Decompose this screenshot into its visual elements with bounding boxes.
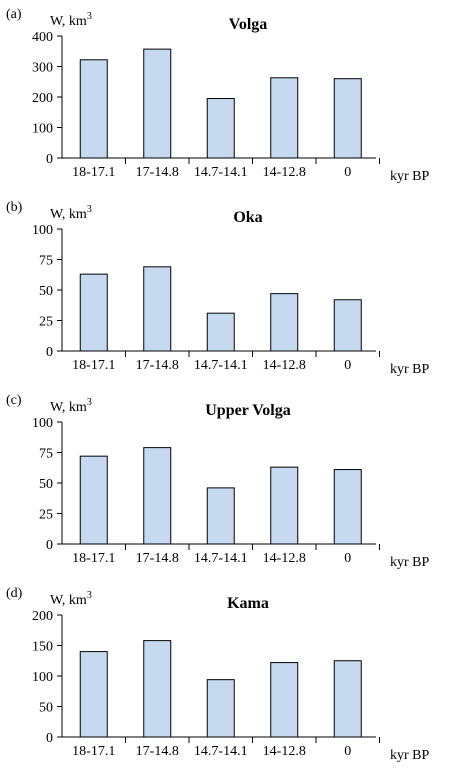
x-tick-label: 17-14.8 — [136, 358, 179, 373]
x-axis-label: kyr BP — [390, 555, 430, 570]
y-tick-label: 25 — [39, 508, 53, 523]
y-tick-label: 75 — [39, 254, 53, 269]
y-tick-label: 75 — [39, 447, 53, 462]
bar-14-12.8 — [270, 466, 299, 545]
y-axis-label: W, km3 — [50, 590, 92, 608]
chart-title: Volga — [229, 16, 268, 33]
y-axis-label: W, km3 — [50, 204, 92, 222]
x-tick-label: 17-14.8 — [136, 551, 179, 566]
bar-14.7-14.1 — [206, 312, 235, 352]
y-tick-label: 25 — [39, 315, 53, 330]
bar-0 — [333, 299, 362, 352]
y-tick-label: 0 — [46, 152, 53, 167]
panel-label: (a) — [6, 7, 22, 22]
bar-14-12.8 — [270, 293, 299, 352]
y-tick-label: 100 — [32, 122, 53, 137]
y-axis-label-superscript: 3 — [87, 590, 92, 601]
x-tick-label: 18-17.1 — [72, 358, 115, 373]
bar-0 — [333, 660, 362, 738]
bar-0 — [333, 469, 362, 545]
chart-title: Oka — [233, 209, 262, 226]
y-tick-label: 0 — [46, 538, 53, 553]
bar-18-17.1 — [79, 455, 108, 545]
bar-14-12.8 — [270, 77, 299, 159]
bar-14-12.8 — [270, 662, 299, 738]
y-tick-label: 100 — [32, 223, 53, 238]
x-tick-label: 18-17.1 — [72, 551, 115, 566]
chart-title: Kama — [227, 595, 269, 612]
y-tick-label: 50 — [39, 477, 53, 492]
y-tick-label: 50 — [39, 701, 53, 716]
bar-17-14.8 — [143, 640, 172, 738]
x-tick-label: 14-12.8 — [263, 358, 306, 373]
bar-0 — [333, 78, 362, 159]
chart-panel: (b) W, km3 Oka 0 25 50 75 100 18-17.1 17-14.8 14.7… — [6, 200, 430, 377]
x-tick-label: 14-12.8 — [263, 165, 306, 180]
x-axis-label: kyr BP — [390, 748, 430, 763]
x-tick-label: 14.7-14.1 — [194, 165, 248, 180]
x-tick-label: 14-12.8 — [263, 744, 306, 759]
x-axis-label: kyr BP — [390, 169, 430, 184]
panel-label: (c) — [6, 393, 22, 408]
y-tick-label: 100 — [32, 416, 53, 431]
y-tick-label: 0 — [46, 731, 53, 746]
x-tick-label: 14.7-14.1 — [194, 744, 248, 759]
bar-17-14.8 — [143, 48, 172, 159]
y-axis-label: W, km3 — [50, 11, 92, 29]
bar-14.7-14.1 — [206, 487, 235, 545]
x-tick-label: 18-17.1 — [72, 744, 115, 759]
y-tick-label: 100 — [32, 670, 53, 685]
x-tick-label: 14.7-14.1 — [194, 358, 248, 373]
panel-label: (b) — [6, 200, 23, 215]
bar-18-17.1 — [79, 273, 108, 352]
x-tick-label: 17-14.8 — [136, 165, 179, 180]
x-tick-label: 0 — [344, 744, 351, 759]
y-axis-label-superscript: 3 — [87, 397, 92, 408]
chart-title: Upper Volga — [205, 402, 291, 419]
y-tick-label: 300 — [32, 61, 53, 76]
bar-18-17.1 — [79, 651, 108, 738]
x-tick-label: 18-17.1 — [72, 165, 115, 180]
x-tick-label: 14-12.8 — [263, 551, 306, 566]
x-axis-label: kyr BP — [390, 362, 430, 377]
y-tick-label: 200 — [32, 91, 53, 106]
bar-17-14.8 — [143, 266, 172, 352]
bar-14.7-14.1 — [206, 98, 235, 159]
x-tick-label: 0 — [344, 551, 351, 566]
y-axis-label-superscript: 3 — [87, 204, 92, 215]
y-tick-label: 150 — [32, 640, 53, 655]
bar-18-17.1 — [79, 59, 108, 159]
y-tick-label: 200 — [32, 609, 53, 624]
y-tick-label: 0 — [46, 345, 53, 360]
bar-14.7-14.1 — [206, 679, 235, 738]
chart-panel: (a) W, km3 Volga 0 100 200 300 400 18-17.1 17-14.… — [6, 7, 430, 184]
chart-panel: (c) W, km3 Upper Volga 0 25 50 75 100 18-17.1 17-… — [6, 393, 430, 570]
bar-17-14.8 — [143, 447, 172, 545]
y-axis-label: W, km3 — [50, 397, 92, 415]
chart-panel: (d) W, km3 Kama 0 50 100 150 200 18-17.1 17-14.8 1… — [6, 586, 430, 763]
x-tick-label: 14.7-14.1 — [194, 551, 248, 566]
y-tick-label: 400 — [32, 30, 53, 45]
y-tick-label: 50 — [39, 284, 53, 299]
x-tick-label: 0 — [344, 358, 351, 373]
x-tick-label: 17-14.8 — [136, 744, 179, 759]
panel-label: (d) — [6, 586, 23, 601]
y-axis-label-superscript: 3 — [87, 11, 92, 22]
x-tick-label: 0 — [344, 165, 351, 180]
